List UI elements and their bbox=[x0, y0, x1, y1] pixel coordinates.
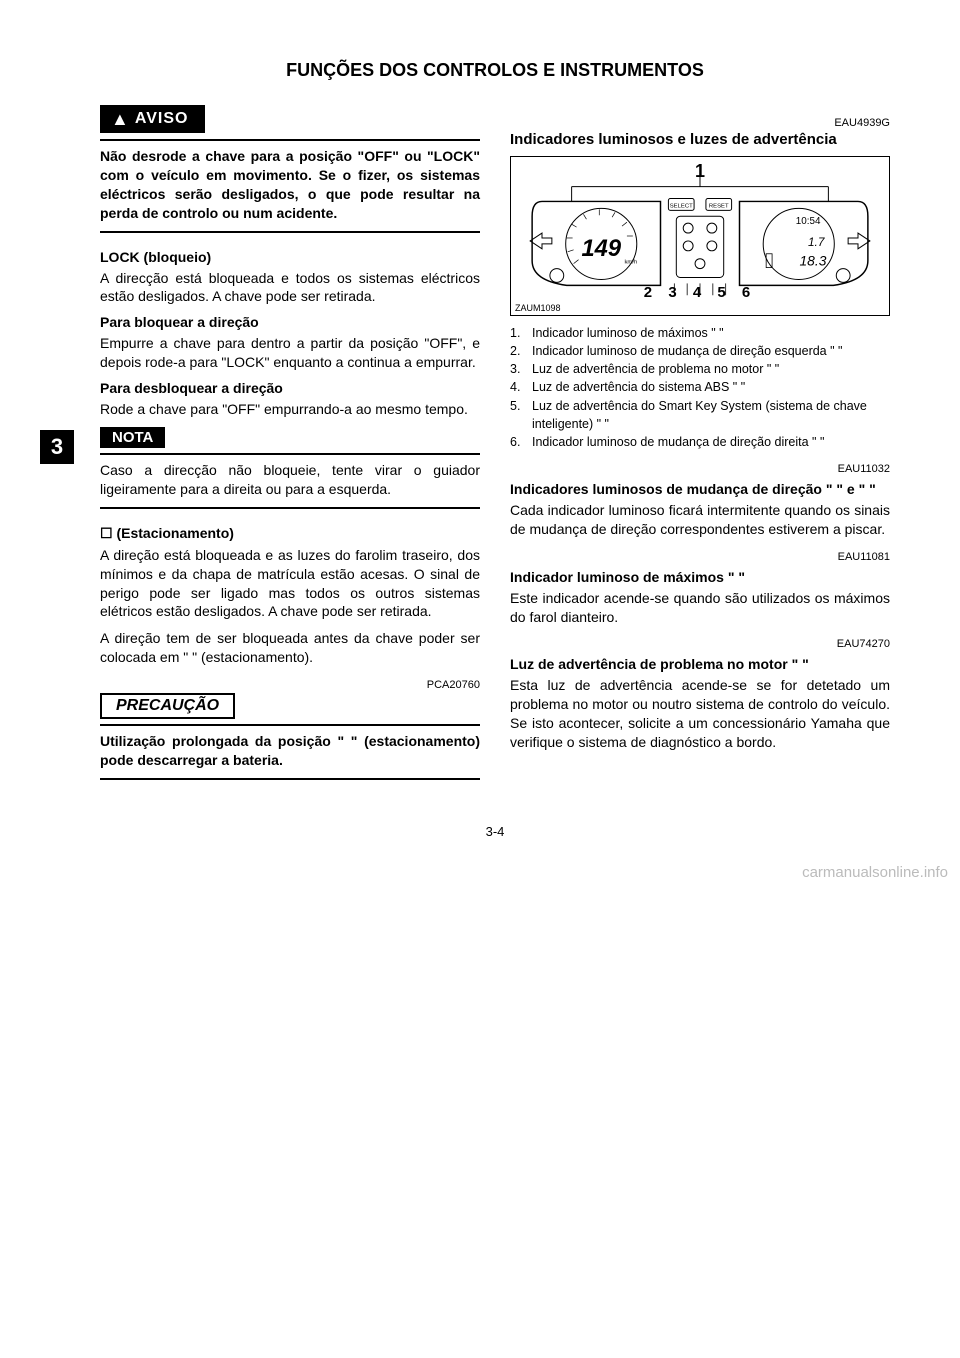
parking-icon: ☐ bbox=[100, 525, 113, 541]
legend-num: 4. bbox=[510, 378, 526, 396]
dashboard-figure: 1 bbox=[510, 156, 890, 316]
svg-text:1.7: 1.7 bbox=[808, 235, 825, 249]
eau-highbeam: EAU11081 bbox=[510, 551, 890, 563]
rule bbox=[100, 778, 480, 780]
eau-engine: EAU74270 bbox=[510, 638, 890, 650]
svg-text:RESET: RESET bbox=[709, 203, 729, 209]
precaucao-code: PCA20760 bbox=[100, 679, 480, 691]
rule bbox=[100, 139, 480, 141]
lock-heading: LOCK (bloqueio) bbox=[100, 249, 480, 265]
rule bbox=[100, 231, 480, 233]
watermark: carmanualsonline.info bbox=[802, 864, 948, 881]
svg-text:149: 149 bbox=[581, 236, 621, 262]
legend-text: Luz de advertência do Smart Key System (… bbox=[532, 397, 890, 433]
rule bbox=[100, 724, 480, 726]
figure-legend: 1. Indicador luminoso de máximos " " 2. In… bbox=[510, 324, 890, 451]
engine-trouble-text: Esta luz de advertência acende-se se for… bbox=[510, 676, 890, 752]
highbeam-heading: Indicador luminoso de máximos " " bbox=[510, 569, 890, 585]
rule bbox=[100, 453, 480, 455]
chapter-side-tab: 3 bbox=[40, 430, 74, 464]
eau-turn: EAU11032 bbox=[510, 463, 890, 475]
precaucao-box: PRECAUÇÃO bbox=[100, 693, 235, 719]
lock-p2: Empurre a chave para dentro a partir da … bbox=[100, 334, 480, 372]
precaucao-text: Utilização prolongada da posição " " (es… bbox=[100, 732, 480, 770]
legend-num: 2. bbox=[510, 342, 526, 360]
figure-bottom-callouts: 2 3 4 5 6 bbox=[644, 284, 756, 301]
svg-text:km/h: km/h bbox=[624, 260, 637, 266]
nota-box: NOTA bbox=[100, 427, 165, 448]
legend-num: 6. bbox=[510, 433, 526, 451]
page-number: 3-4 bbox=[100, 824, 890, 839]
page-header-title: FUNÇÕES DOS CONTROLOS E INSTRUMENTOS bbox=[100, 60, 890, 81]
eau-main: EAU4939G bbox=[510, 117, 890, 129]
aviso-label: AVISO bbox=[135, 110, 189, 128]
figure-zaum-code: ZAUM1098 bbox=[515, 303, 561, 313]
svg-text:SELECT: SELECT bbox=[670, 203, 693, 209]
svg-text:18.3: 18.3 bbox=[800, 253, 827, 269]
nota-text: Caso a direcção não bloqueie, tente vira… bbox=[100, 461, 480, 499]
lock-p1: A direcção está bloqueada e todos os sis… bbox=[100, 269, 480, 307]
figure-callout-1: 1 bbox=[695, 161, 705, 182]
lock-p3: Rode a chave para "OFF" empurrando-a ao … bbox=[100, 400, 480, 419]
legend-text: Indicador luminoso de mudança de direção… bbox=[532, 342, 890, 360]
legend-text: Indicador luminoso de mudança de direção… bbox=[532, 433, 890, 451]
chapter-number: 3 bbox=[40, 430, 74, 464]
parking-heading: ☐ (Estacionamento) bbox=[100, 525, 480, 542]
turn-indicator-text: Cada indicador luminoso ficará intermite… bbox=[510, 501, 890, 539]
legend-num: 3. bbox=[510, 360, 526, 378]
svg-text:10:54: 10:54 bbox=[796, 216, 821, 227]
indicators-section-title: Indicadores luminosos e luzes de advertê… bbox=[510, 131, 890, 148]
legend-text: Luz de advertência de problema no motor … bbox=[532, 360, 890, 378]
parking-text2: A direção tem de ser bloqueada antes da … bbox=[100, 629, 480, 667]
engine-trouble-heading: Luz de advertência de problema no motor … bbox=[510, 656, 890, 672]
parking-text: A direção está bloqueada e as luzes do f… bbox=[100, 546, 480, 622]
legend-num: 1. bbox=[510, 324, 526, 342]
legend-text: Luz de advertência do sistema ABS " " bbox=[532, 378, 890, 396]
lock-p3-heading: Para desbloquear a direção bbox=[100, 380, 480, 396]
right-column: EAU4939G Indicadores luminosos e luzes d… bbox=[510, 105, 890, 796]
left-column: ▲ AVISO Não desrode a chave para a posiç… bbox=[100, 105, 480, 796]
legend-num: 5. bbox=[510, 397, 526, 433]
rule bbox=[100, 507, 480, 509]
highbeam-text: Este indicador acende-se quando são util… bbox=[510, 589, 890, 627]
legend-text: Indicador luminoso de máximos " " bbox=[532, 324, 890, 342]
turn-indicator-heading: Indicadores luminosos de mudança de dire… bbox=[510, 481, 890, 497]
warning-triangle-icon: ▲ bbox=[111, 110, 129, 128]
parking-heading-text: (Estacionamento) bbox=[116, 525, 233, 541]
aviso-paragraph: Não desrode a chave para a posição "OFF"… bbox=[100, 147, 480, 223]
lock-p2-heading: Para bloquear a direção bbox=[100, 314, 480, 330]
aviso-box: ▲ AVISO bbox=[100, 105, 205, 133]
